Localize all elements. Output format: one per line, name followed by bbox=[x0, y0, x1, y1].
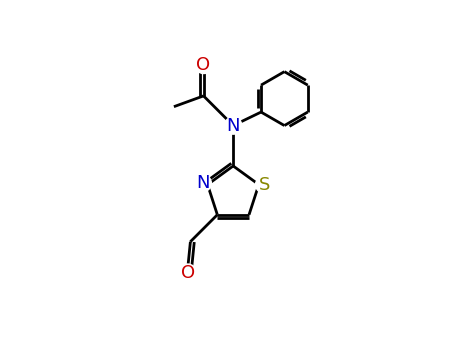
Text: O: O bbox=[197, 56, 211, 74]
Circle shape bbox=[256, 176, 273, 193]
Circle shape bbox=[225, 117, 242, 134]
Circle shape bbox=[194, 175, 211, 192]
Text: S: S bbox=[258, 176, 270, 194]
Text: N: N bbox=[227, 117, 240, 134]
Text: O: O bbox=[181, 264, 195, 282]
Circle shape bbox=[195, 56, 212, 74]
Circle shape bbox=[179, 264, 196, 281]
Text: N: N bbox=[196, 174, 209, 192]
